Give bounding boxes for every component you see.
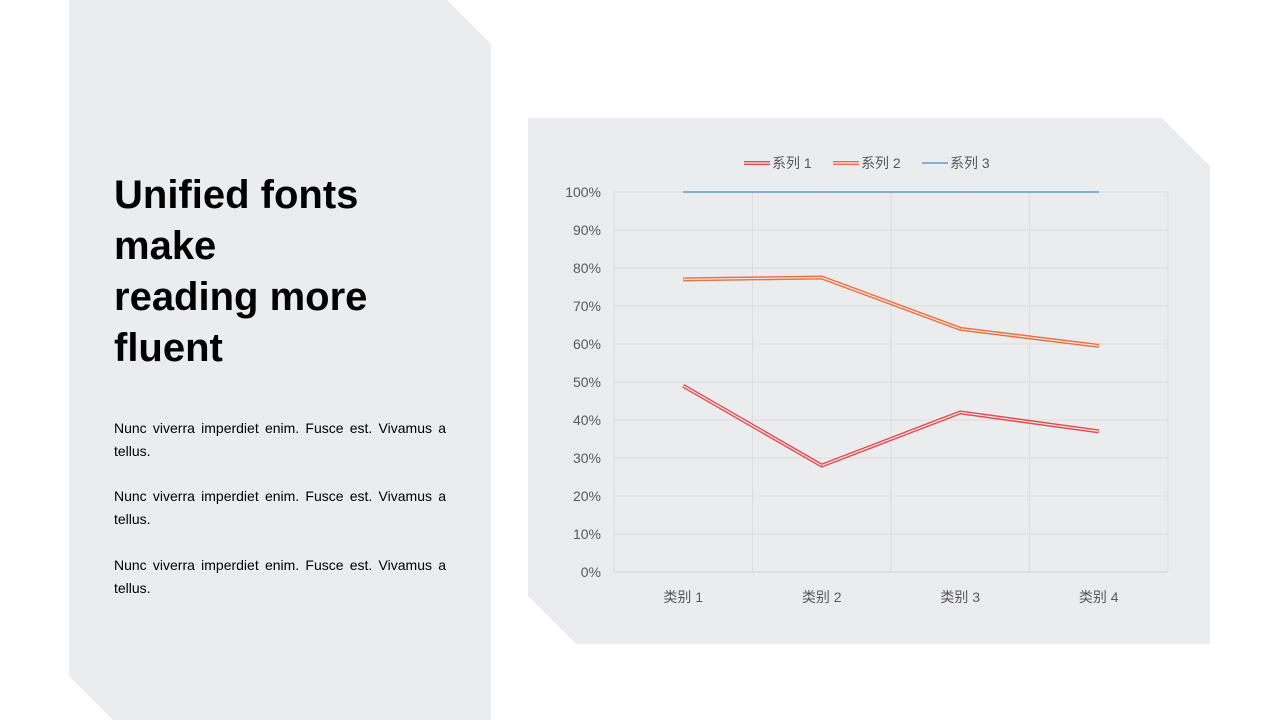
series-line-inner-1 [682, 385, 1099, 467]
y-tick-label: 100% [565, 184, 601, 200]
y-tick-label: 50% [573, 374, 601, 390]
series-point [682, 385, 684, 387]
y-tick-label: 40% [573, 412, 601, 428]
title-line: reading more [114, 275, 368, 319]
series-point [682, 191, 684, 193]
x-tick-label: 类别 3 [940, 589, 980, 605]
x-tick-label: 类别 4 [1079, 589, 1119, 605]
body-paragraph-1: Nunc viverra imperdiet enim. Fusce est. … [114, 420, 446, 459]
series-point [821, 277, 823, 278]
series-point [1098, 430, 1100, 432]
y-tick-label: 60% [573, 336, 601, 352]
series-point [959, 191, 961, 193]
y-tick-label: 70% [573, 298, 601, 314]
title-line: Unified fonts [114, 173, 359, 217]
y-tick-label: 10% [573, 526, 601, 542]
line-chart: 0% 10% 20% 30% 40% 50% 60% 70% 80% 90% 100% 类别 1 类别 … [565, 155, 1169, 605]
y-tick-label: 90% [573, 222, 601, 238]
chart-panel: 0% 10% 20% 30% 40% 50% 60% 70% 80% 90% 100% 类别 1 类别 … [528, 118, 1210, 644]
title-line: make [114, 224, 217, 268]
body-paragraph-2: Nunc viverra imperdiet enim. Fusce est. … [114, 488, 446, 527]
y-tick-label: 20% [573, 488, 601, 504]
left-panel [69, 0, 491, 720]
series-point [959, 328, 961, 330]
slide-title: Unified fonts make reading more fluent [114, 170, 454, 374]
series-point [1098, 191, 1100, 193]
y-tick-label: 30% [573, 450, 601, 466]
x-tick-label: 类别 2 [802, 589, 842, 605]
y-tick-label: 0% [581, 564, 601, 580]
series-point [821, 465, 823, 467]
title-line: fluent [114, 326, 223, 370]
series-point [1098, 345, 1100, 347]
x-tick-label: 类别 1 [663, 589, 703, 605]
series-point [959, 411, 961, 413]
legend-label: 系列 2 [861, 155, 901, 171]
legend-label: 系列 3 [950, 155, 990, 171]
legend-label: 系列 1 [772, 155, 812, 171]
y-tick-label: 80% [573, 260, 601, 276]
series-point [821, 191, 823, 193]
body-paragraph-3: Nunc viverra imperdiet enim. Fusce est. … [114, 557, 446, 596]
series-point [682, 278, 684, 280]
series-line-inner-2 [683, 276, 1099, 347]
